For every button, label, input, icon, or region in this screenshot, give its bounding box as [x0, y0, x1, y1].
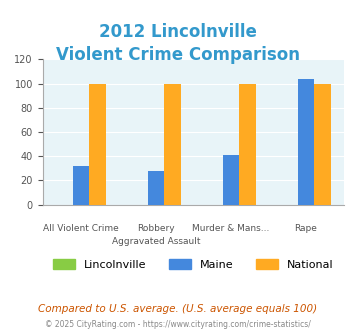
- Bar: [314, 83, 331, 205]
- Text: All Violent Crime: All Violent Crime: [43, 224, 119, 233]
- Bar: [297, 79, 314, 205]
- Text: Violent Crime Comparison: Violent Crime Comparison: [55, 46, 300, 64]
- Bar: [223, 155, 239, 205]
- Text: © 2025 CityRating.com - https://www.cityrating.com/crime-statistics/: © 2025 CityRating.com - https://www.city…: [45, 320, 310, 329]
- Bar: [73, 166, 89, 205]
- Text: Compared to U.S. average. (U.S. average equals 100): Compared to U.S. average. (U.S. average …: [38, 304, 317, 314]
- Bar: [239, 83, 256, 205]
- Text: 2012 Lincolnville: 2012 Lincolnville: [99, 23, 256, 41]
- Text: Murder & Mans...: Murder & Mans...: [192, 224, 270, 233]
- Text: Aggravated Assault: Aggravated Assault: [112, 237, 200, 246]
- Bar: [148, 171, 164, 205]
- Text: Robbery: Robbery: [137, 224, 175, 233]
- Bar: [89, 83, 106, 205]
- Text: Rape: Rape: [294, 224, 317, 233]
- Legend: Lincolnville, Maine, National: Lincolnville, Maine, National: [49, 255, 338, 275]
- Bar: [164, 83, 181, 205]
